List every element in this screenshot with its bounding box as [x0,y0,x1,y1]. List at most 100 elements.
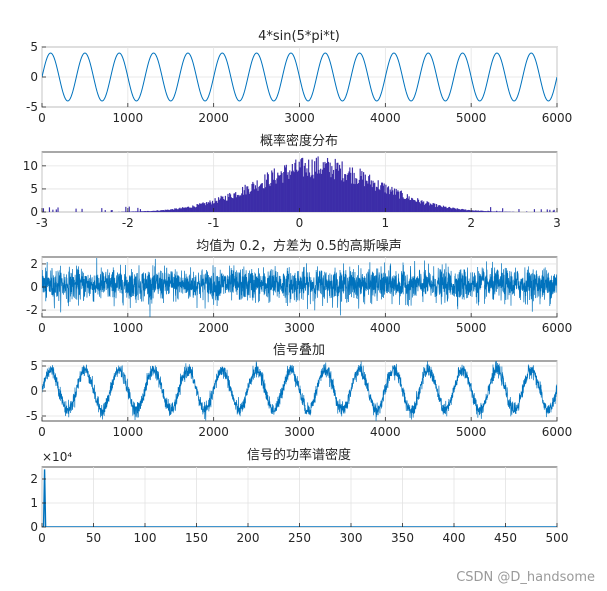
histogram-bar [193,206,195,212]
histogram-bar [274,180,276,212]
histogram-bar [215,201,217,212]
histogram-bar [231,198,233,212]
histogram-bar [75,208,77,212]
histogram-bar [392,190,394,212]
histogram-bar [421,200,423,212]
subplot-superposition: 信号叠加 0 1000 2000 3000 4000 5000 6000-505 [26,343,572,439]
histogram-bar [420,200,422,212]
histogram-bar [375,190,377,212]
histogram-bar [165,210,167,212]
histogram-bar [182,207,184,212]
histogram-bar [440,205,442,212]
histogram-bar [473,210,475,212]
x-tick-label: -3 [36,216,48,230]
subplot-title: 信号的功率谱密度 [247,447,351,463]
histogram-bar [187,206,190,212]
histogram-bar [371,187,373,212]
histogram-bar [278,175,280,212]
histogram-bar [369,184,372,212]
histogram-bar [188,207,190,212]
histogram-bar [259,185,261,212]
histogram-bar [346,174,348,212]
histogram-bar [498,211,500,212]
histogram-bar [438,205,440,212]
histogram-bar [216,200,218,212]
histogram-bar [329,162,331,212]
histogram-bar [496,211,499,212]
histogram-bar [52,209,54,212]
histogram-bar [460,209,462,212]
histogram-bar [177,209,179,212]
histogram-bar [253,183,255,212]
series-line [42,361,557,421]
histogram-bar [367,183,369,212]
histogram-bar [429,205,431,212]
histogram-bar [455,209,457,212]
histogram-bar [447,207,449,212]
histogram-bar [211,200,214,212]
histogram-bar [48,207,51,212]
histogram-bar [393,194,395,212]
histogram-bar [436,206,438,212]
histogram-bar [233,193,235,212]
histogram-bar [484,211,486,212]
subplot-title: 均值为 0.2，方差为 0.5的高斯噪声 [196,238,402,254]
histogram-bar [211,204,213,212]
histogram-bar [372,180,374,212]
histogram-bar [156,210,158,212]
histogram-bar [368,176,370,212]
x-tick-label: 5000 [456,321,487,335]
x-tick-label: 50 [86,531,101,545]
histogram-bar [179,207,181,212]
histogram-bar [320,173,323,212]
histogram-bar [362,179,364,212]
x-tick-label: 5000 [456,111,487,125]
histogram-bar [286,174,288,212]
histogram-bar [295,159,297,212]
histogram-bar [205,205,207,212]
histogram-bar [338,164,341,212]
histogram-bar [263,188,265,212]
histogram-bar [42,208,45,212]
histogram-bar [292,170,294,212]
histogram-bar [175,208,177,212]
histogram-bar [297,170,299,212]
histogram-bar [332,173,334,212]
histogram-bar [344,174,347,212]
histogram-bar [153,210,155,212]
histogram-bar [467,209,469,212]
histogram-bar [202,202,204,212]
histogram-bar [384,192,386,212]
plot-series [42,257,557,317]
y-tick-label: -2 [26,303,38,317]
histogram-bar [281,173,283,212]
histogram-bar [456,208,458,212]
histogram-bar [477,210,479,212]
histogram-bar [272,179,275,212]
histogram-bar [488,211,490,212]
histogram-bar [203,203,205,212]
histogram-bar [478,210,480,212]
histogram-bar [373,183,375,212]
y-tick-label: 1 [30,496,38,510]
histogram-bar [227,193,229,212]
x-tick-label: 500 [546,531,569,545]
histogram-bar [463,209,465,212]
histogram-bar [328,172,330,212]
histogram-bar [389,189,391,212]
histogram-bar [276,178,278,212]
histogram-bar [57,207,59,212]
histogram-bar [184,207,186,212]
histogram-bar [222,196,224,212]
subplot-title: 概率密度分布 [260,133,338,149]
histogram-bar [450,208,452,212]
histogram-bar [230,197,232,212]
histogram-bar [298,161,300,212]
histogram-bar [486,211,488,212]
x-tick-label: 3000 [284,111,315,125]
histogram-bar [302,157,304,212]
subplot-title: 4*sin(5*pi*t) [258,29,340,44]
histogram-bar [326,157,329,212]
histogram-bar [443,206,445,212]
histogram-bar [375,186,378,212]
